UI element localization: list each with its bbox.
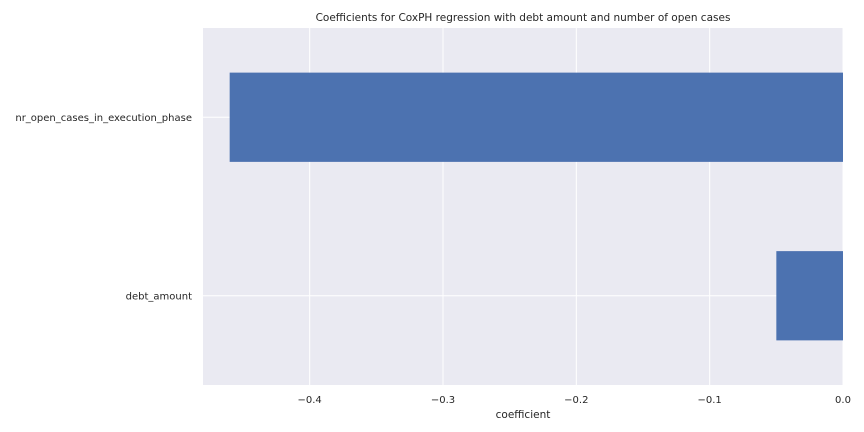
bar-debt-amount — [776, 251, 843, 341]
y-tick-label: nr_open_cases_in_execution_phase — [15, 113, 192, 124]
x-tick-label: −0.3 — [431, 395, 455, 406]
x-tick-label: 0.0 — [835, 395, 851, 406]
chart-title: Coefficients for CoxPH regression with d… — [316, 12, 731, 24]
x-tick-labels: −0.4 −0.3 −0.2 −0.1 0.0 — [298, 395, 851, 406]
x-tick-label: −0.1 — [698, 395, 722, 406]
bar-nr-open-cases-in-execution-phase — [229, 72, 843, 162]
x-tick-label: −0.2 — [564, 395, 588, 406]
bars — [229, 72, 843, 341]
x-tick-label: −0.4 — [298, 395, 322, 406]
x-axis-label: coefficient — [496, 409, 551, 421]
y-tick-label: debt_amount — [126, 291, 192, 302]
y-tick-labels: nr_open_cases_in_execution_phase debt_amo… — [15, 113, 192, 303]
